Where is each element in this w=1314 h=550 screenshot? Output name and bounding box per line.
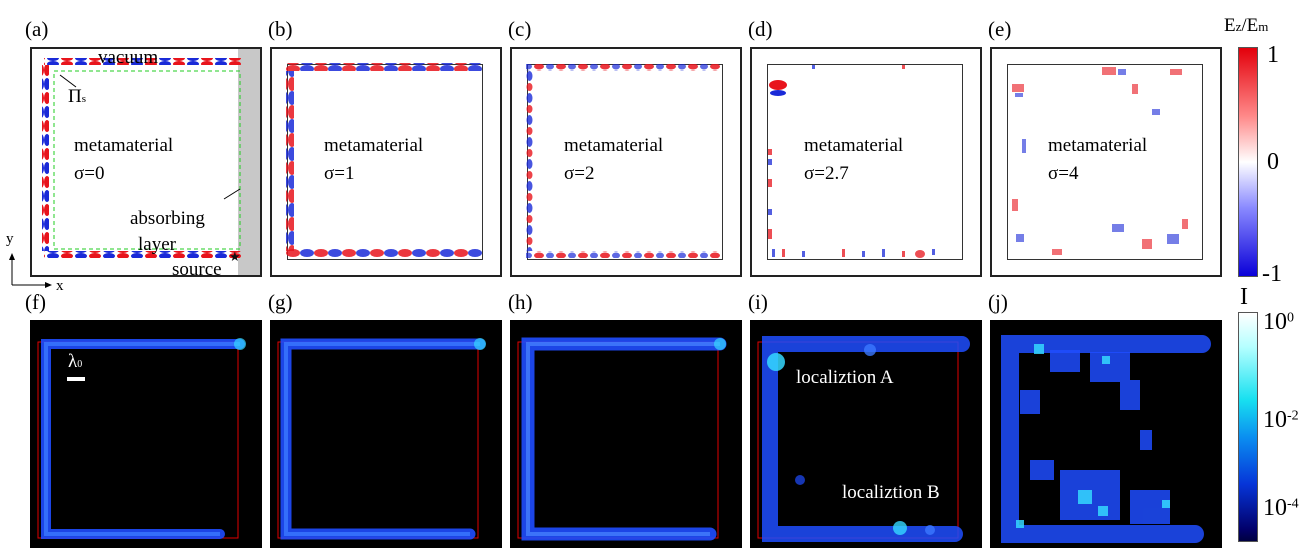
cb-bottom-tick-neg2: 10-2 xyxy=(1263,408,1299,432)
panel-label-a: (a) xyxy=(25,17,49,41)
panel-d-field xyxy=(768,65,935,258)
axis-x-label: x xyxy=(56,278,64,294)
panel-d-domain xyxy=(767,64,963,260)
sigma-label-d: σ=2.7 xyxy=(804,163,849,184)
sigma-label-b: σ=1 xyxy=(324,163,355,184)
lambda-label: λ0 xyxy=(68,352,82,371)
panel-j-intensity xyxy=(990,320,1222,548)
cb-mid: /E xyxy=(1241,15,1259,36)
panel-h-path xyxy=(517,337,727,541)
panel-label-d: (d) xyxy=(748,17,773,41)
tick-0-base: 10 xyxy=(1263,309,1287,335)
panel-c-field xyxy=(526,64,722,258)
metamaterial-label-e: metamaterial xyxy=(1048,135,1148,156)
panel-e-field xyxy=(1012,67,1188,255)
panel-h-intensity xyxy=(510,320,742,548)
colorbar-intensity xyxy=(1238,312,1258,542)
panel-label-i: (i) xyxy=(748,290,768,314)
panel-label-b: (b) xyxy=(268,17,293,41)
tick-0-exp: 0 xyxy=(1287,310,1294,326)
cb-bottom-tick-neg4: 10-4 xyxy=(1263,496,1299,520)
panel-label-f: (f) xyxy=(25,290,46,314)
panel-j-path xyxy=(1001,335,1211,543)
metamaterial-label-c: metamaterial xyxy=(564,135,664,156)
cb-sub1: z xyxy=(1235,19,1242,34)
lambda-subscript: 0 xyxy=(77,359,83,370)
panel-label-c: (c) xyxy=(508,17,532,41)
absorbing-layer xyxy=(238,49,260,275)
sigma-label-e: σ=4 xyxy=(1048,163,1079,184)
panel-i-path xyxy=(757,336,970,542)
tick-neg4-exp: -4 xyxy=(1287,496,1299,512)
pi-s-label: Πs xyxy=(68,87,86,106)
panel-label-e: (e) xyxy=(988,17,1012,41)
panel-g-path xyxy=(277,338,486,540)
sigma-label-c: σ=2 xyxy=(564,163,595,184)
panel-e-frame: metamaterial σ=4 xyxy=(990,47,1222,277)
localization-a-label: localiztion A xyxy=(796,367,894,388)
metamaterial-label-d: metamaterial xyxy=(804,135,904,156)
lambda-symbol: λ xyxy=(68,351,78,372)
metamaterial-label-a: metamaterial xyxy=(74,135,174,156)
panel-g-intensity xyxy=(270,320,502,548)
cb-bottom-tick-0: 100 xyxy=(1263,310,1294,334)
absorbing-label: absorbing xyxy=(130,208,205,229)
cb-top-tick-1: 1 xyxy=(1267,42,1279,68)
colorbar-field xyxy=(1238,47,1258,277)
panel-label-g: (g) xyxy=(268,290,293,314)
axis-y-label: y xyxy=(6,231,14,247)
panel-f-intensity: λ0 xyxy=(30,320,262,548)
panel-label-j: (j) xyxy=(988,290,1008,314)
panel-label-h: (h) xyxy=(508,290,533,314)
panel-d-frame: metamaterial σ=2.7 xyxy=(750,47,982,277)
panel-a-field: ★ xyxy=(42,58,242,264)
tick-neg2-exp: -2 xyxy=(1287,408,1299,424)
localization-b-label: localiztion B xyxy=(842,482,940,503)
cb-e: E xyxy=(1224,15,1236,36)
layer-label: layer xyxy=(138,234,176,255)
source-label: source xyxy=(172,259,222,277)
cb-sub2: m xyxy=(1258,19,1269,34)
panel-f-path xyxy=(37,338,246,539)
colorbar-bottom-title: I xyxy=(1240,284,1248,310)
panel-a-frame: ★ vacuum Πs metamaterial σ=0 absorbing l… xyxy=(30,47,262,277)
panel-e-domain xyxy=(1007,64,1203,260)
vacuum-label: vacuum xyxy=(98,47,159,68)
panel-b-frame: metamaterial σ=1 xyxy=(270,47,502,277)
cb-top-tick-neg1: -1 xyxy=(1262,261,1282,287)
svg-text:★: ★ xyxy=(229,249,241,264)
sigma-label-a: σ=0 xyxy=(74,163,105,184)
pi-subscript: s xyxy=(81,93,87,105)
cb-top-tick-0: 0 xyxy=(1267,149,1279,175)
panel-c-frame: metamaterial σ=2 xyxy=(510,47,742,277)
tick-neg2-base: 10 xyxy=(1263,407,1287,433)
tick-neg4-base: 10 xyxy=(1263,495,1287,521)
colorbar-top-title: Ez/Em xyxy=(1224,16,1268,35)
metamaterial-label-b: metamaterial xyxy=(324,135,424,156)
panel-i-intensity: localiztion A localiztion B xyxy=(750,320,982,548)
xy-axis-glyph xyxy=(9,253,52,288)
pi-symbol: Π xyxy=(68,86,82,107)
panel-b-field xyxy=(286,63,482,257)
